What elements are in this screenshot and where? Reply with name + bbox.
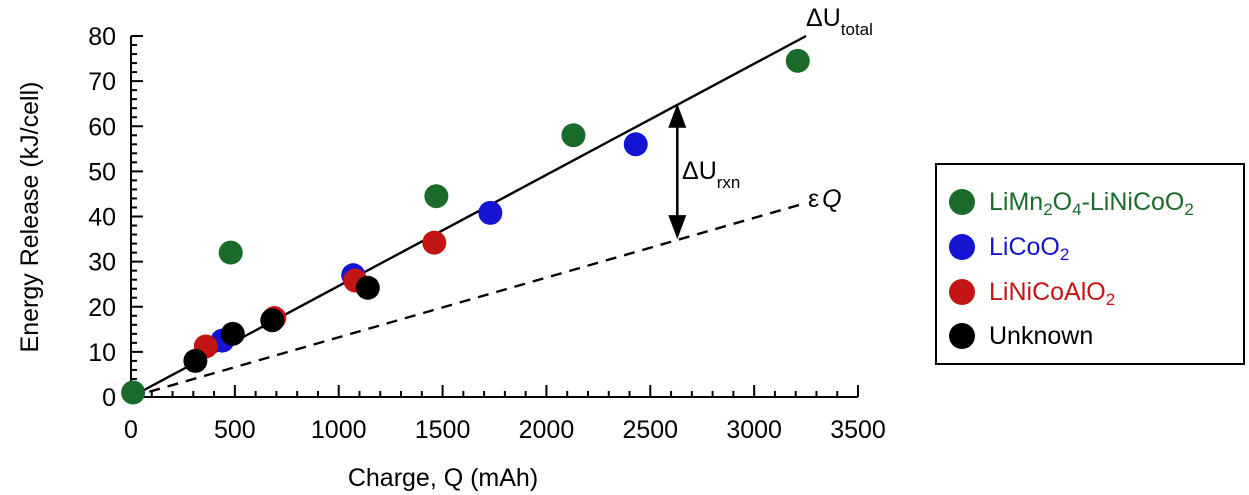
data-points bbox=[121, 48, 810, 405]
y-tick-label: 30 bbox=[88, 249, 116, 277]
y-tick-label: 80 bbox=[88, 23, 116, 51]
total-energy-label: ΔUtotal bbox=[806, 4, 873, 39]
legend-label: LiMn2O4-LiNiCoO2 bbox=[989, 187, 1194, 219]
x-tick-label: 500 bbox=[214, 416, 256, 444]
reaction-energy-label: ΔUrxn bbox=[682, 157, 740, 192]
data-point bbox=[478, 200, 503, 225]
legend-label: LiCoO2 bbox=[989, 232, 1070, 264]
x-axis-title: Charge, Q (mAh) bbox=[348, 464, 538, 492]
epsilon-q-line bbox=[130, 201, 807, 399]
data-point bbox=[220, 321, 245, 346]
arrow-head-down bbox=[668, 215, 687, 240]
legend-marker bbox=[949, 189, 975, 215]
data-point bbox=[183, 348, 208, 373]
tick-labels: 0 500 1000 1500 2000 2500 3000 3500 0 10 20 30 40 50 6… bbox=[88, 23, 886, 444]
legend-item: LiNiCoAlO2 bbox=[949, 275, 1115, 309]
data-point bbox=[785, 48, 810, 73]
data-point bbox=[121, 380, 146, 405]
legend-marker bbox=[949, 234, 975, 260]
y-tick-label: 10 bbox=[88, 339, 116, 367]
y-tick-label: 50 bbox=[88, 158, 116, 186]
legend: LiMn2O4-LiNiCoO2 LiCoO2 LiNiCoAlO2 Unknown bbox=[935, 163, 1245, 365]
data-point bbox=[260, 308, 285, 333]
x-tick-label: 1500 bbox=[415, 416, 471, 444]
legend-label: LiNiCoAlO2 bbox=[989, 277, 1116, 309]
annotations bbox=[668, 103, 687, 240]
y-tick-label: 0 bbox=[102, 384, 116, 412]
legend-item: LiCoO2 bbox=[949, 230, 1069, 264]
arrow-head-up bbox=[668, 103, 687, 128]
legend-marker bbox=[949, 323, 975, 349]
legend-item: LiMn2O4-LiNiCoO2 bbox=[949, 185, 1194, 219]
data-point bbox=[561, 123, 586, 148]
legend-label: Unknown bbox=[989, 321, 1094, 350]
y-tick-label: 20 bbox=[88, 294, 116, 322]
data-point bbox=[422, 230, 447, 255]
legend-marker bbox=[949, 279, 975, 305]
data-point bbox=[623, 132, 648, 157]
y-tick-label: 70 bbox=[88, 68, 116, 96]
x-tick-label: 1000 bbox=[311, 416, 367, 444]
x-tick-label: 2500 bbox=[622, 416, 678, 444]
y-tick-label: 60 bbox=[88, 113, 116, 141]
x-tick-label: 3500 bbox=[830, 416, 886, 444]
data-point bbox=[355, 275, 380, 300]
legend-item: Unknown bbox=[949, 319, 1093, 353]
y-axis-title: Energy Release (kJ/cell) bbox=[16, 82, 44, 353]
y-tick-label: 40 bbox=[88, 204, 116, 232]
x-tick-label: 3000 bbox=[726, 416, 782, 444]
data-point bbox=[424, 184, 449, 209]
x-tick-label: 0 bbox=[124, 416, 138, 444]
x-tick-label: 2000 bbox=[519, 416, 575, 444]
data-point bbox=[218, 240, 243, 265]
